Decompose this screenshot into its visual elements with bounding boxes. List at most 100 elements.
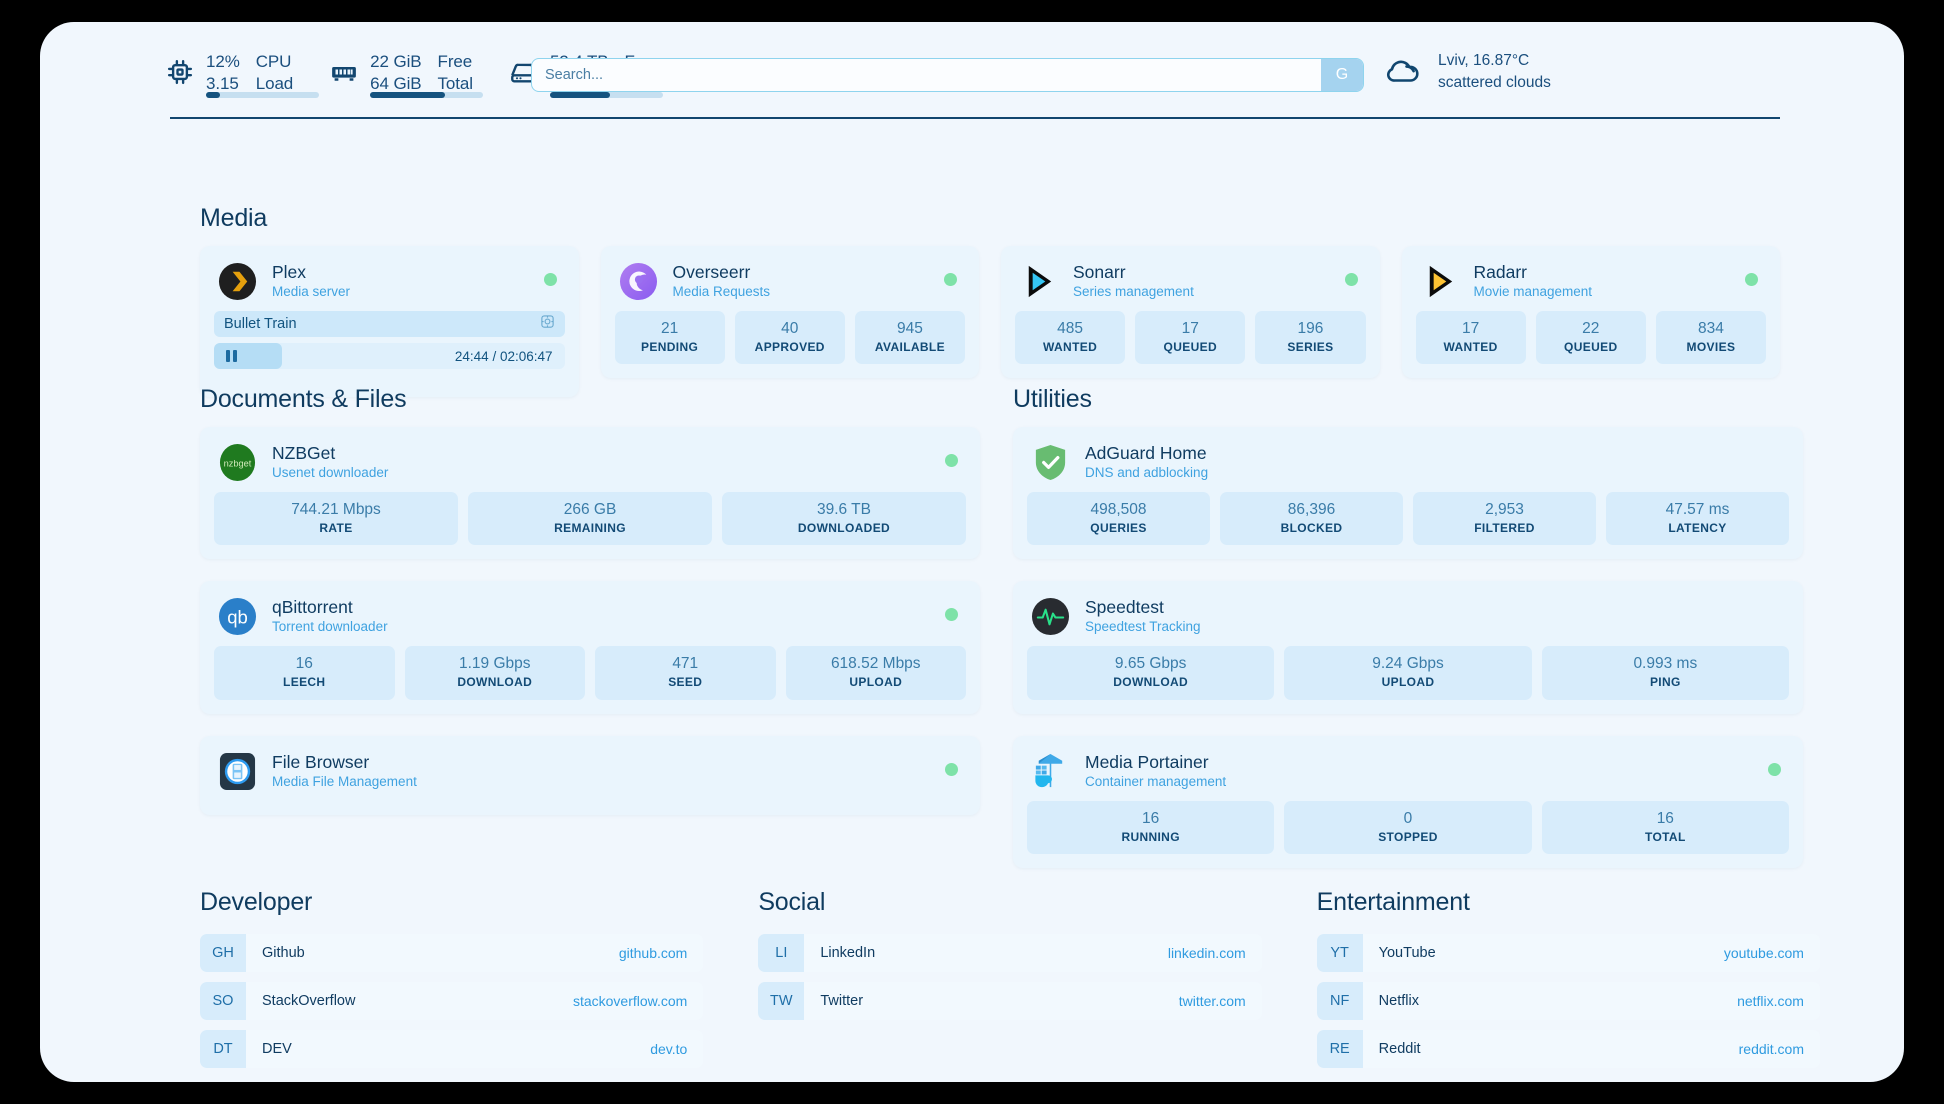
weather-widget: Lviv, 16.87°C scattered clouds bbox=[1382, 50, 1551, 94]
playback-progress-bar[interactable]: 24:44 / 02:06:47 bbox=[214, 343, 565, 369]
search-bar[interactable]: G bbox=[531, 58, 1364, 92]
card-header: Radarr Movie management bbox=[1402, 246, 1781, 311]
stat-tile[interactable]: 498,508 QUERIES bbox=[1027, 492, 1210, 546]
stat-tile[interactable]: 39.6 TB DOWNLOADED bbox=[722, 492, 966, 546]
stat-tile[interactable]: 17 WANTED bbox=[1415, 311, 1526, 365]
stat-tile[interactable]: 744.21 Mbps RATE bbox=[214, 492, 458, 546]
stat-label-top: Free bbox=[437, 51, 473, 71]
service-card[interactable]: nzbget NZBGet Usenet downloader 744.21 Mbps… bbox=[200, 427, 980, 560]
service-card[interactable]: Radarr Movie management 17 WANTED 22 QUEUED 83… bbox=[1401, 246, 1781, 379]
card-header: qb qBittorrent Torrent downloader bbox=[200, 581, 980, 646]
stat-tile[interactable]: 9.65 Gbps DOWNLOAD bbox=[1027, 646, 1275, 700]
service-card[interactable]: AdGuard Home DNS and adblocking 498,508 QUE… bbox=[1013, 427, 1803, 560]
bookmark-item[interactable]: DT DEV dev.to bbox=[200, 1030, 704, 1068]
card-subtitle: Usenet downloader bbox=[272, 465, 389, 481]
stat-tile-value: 22 bbox=[1582, 320, 1600, 337]
stat-tile[interactable]: 16 RUNNING bbox=[1027, 800, 1275, 854]
status-indicator-online bbox=[945, 608, 958, 622]
bookmark-item[interactable]: GH Github github.com bbox=[200, 934, 704, 972]
stat-tile[interactable]: 266 GB REMAINING bbox=[468, 492, 712, 546]
svg-text:nzbget: nzbget bbox=[224, 458, 252, 468]
stat-tile[interactable]: 16 TOTAL bbox=[1541, 800, 1789, 854]
stat-tile[interactable]: 834 MOVIES bbox=[1655, 311, 1767, 365]
bookmark-item[interactable]: SO StackOverflow stackoverflow.com bbox=[200, 982, 704, 1020]
service-card[interactable]: Media Portainer Container management 16 RUN… bbox=[1013, 735, 1803, 868]
stat-progress-bar bbox=[549, 92, 663, 99]
stat-tile[interactable]: 471 SEED bbox=[595, 646, 776, 700]
bookmark-name: LinkedIn bbox=[820, 945, 876, 961]
bookmark-group-title: Developer bbox=[200, 888, 313, 916]
stat-tile[interactable]: 16 LEECH bbox=[214, 646, 395, 700]
service-card[interactable]: Plex Media server Bullet Train 24:44 / 02:… bbox=[200, 246, 579, 397]
pause-icon[interactable] bbox=[226, 350, 237, 362]
weather-location-temp: Lviv, 16.87°C bbox=[1438, 52, 1530, 69]
stat-tile[interactable]: 17 QUEUED bbox=[1135, 311, 1246, 365]
now-playing-bar[interactable]: Bullet Train bbox=[214, 311, 565, 337]
stat-tile-label: TOTAL bbox=[1645, 829, 1686, 844]
cloud-icon bbox=[1382, 55, 1422, 90]
search-submit-button[interactable]: G bbox=[1321, 59, 1363, 91]
card-title: Radarr bbox=[1473, 262, 1528, 283]
bookmark-abbr: SO bbox=[200, 982, 246, 1020]
service-card[interactable]: qb qBittorrent Torrent downloader 16 LEECH 1.… bbox=[200, 581, 980, 714]
stat-tile-value: 618.52 Mbps bbox=[830, 655, 921, 673]
stat-tile-label: AVAILABLE bbox=[874, 340, 945, 355]
service-card[interactable]: Speedtest Speedtest Tracking 9.65 Gbps DOWN… bbox=[1013, 581, 1803, 714]
stat-tile[interactable]: 22 QUEUED bbox=[1535, 311, 1646, 365]
adguard-logo bbox=[1031, 443, 1070, 482]
bookmark-abbr: YT bbox=[1316, 934, 1363, 972]
bookmark-name: StackOverflow bbox=[262, 993, 356, 1009]
stat-tile[interactable]: 945 AVAILABLE bbox=[854, 311, 966, 365]
stat-primary-top: 22 GiB bbox=[370, 51, 422, 71]
bookmark-name: Reddit bbox=[1378, 1041, 1421, 1057]
card-stats-row: 485 WANTED 17 QUEUED 196 SERIES bbox=[1001, 311, 1380, 378]
card-subtitle: Series management bbox=[1073, 284, 1194, 300]
service-card[interactable]: File Browser Media File Management bbox=[200, 735, 980, 815]
bookmark-item[interactable]: LI LinkedIn linkedin.com bbox=[758, 934, 1262, 972]
stat-tile[interactable]: 21 PENDING bbox=[614, 311, 725, 365]
bookmark-item[interactable]: TW Twitter twitter.com bbox=[758, 982, 1262, 1020]
card-header: AdGuard Home DNS and adblocking bbox=[1013, 427, 1803, 492]
bookmark-item[interactable]: YT YouTube youtube.com bbox=[1316, 934, 1820, 972]
stat-tile[interactable]: 86,396 BLOCKED bbox=[1220, 492, 1403, 546]
stat-tile[interactable]: 0 STOPPED bbox=[1284, 800, 1532, 854]
stat-tile[interactable]: 196 SERIES bbox=[1255, 311, 1366, 365]
stat-tile[interactable]: 1.19 Gbps DOWNLOAD bbox=[404, 646, 585, 700]
bookmark-url: twitter.com bbox=[1178, 993, 1246, 1009]
stat-tile-label: DOWNLOAD bbox=[1113, 675, 1189, 690]
stat-tile[interactable]: 2,953 FILTERED bbox=[1413, 492, 1596, 546]
bookmark-group: Developer GH Github github.com SO StackOverfl… bbox=[200, 888, 704, 1078]
stat-tile[interactable]: 40 APPROVED bbox=[734, 311, 845, 365]
card-header: Sonarr Series management bbox=[1001, 246, 1380, 311]
stat-tile-value: 17 bbox=[1461, 320, 1480, 337]
stat-tile[interactable]: 618.52 Mbps UPLOAD bbox=[785, 646, 966, 700]
stat-tile-label: REMAINING bbox=[554, 521, 626, 536]
stat-label-bottom: Total bbox=[437, 74, 474, 93]
qbittorrent-logo: qb bbox=[218, 597, 257, 636]
card-title: Overseerr bbox=[672, 262, 751, 283]
cast-icon[interactable] bbox=[540, 314, 555, 334]
header-stat-ram: 22 GiB 64 GiB Free Total bbox=[329, 51, 484, 99]
bookmark-item[interactable]: RE Reddit reddit.com bbox=[1316, 1030, 1820, 1068]
status-indicator-online bbox=[543, 273, 557, 286]
bookmark-item[interactable]: NF Netflix netflix.com bbox=[1316, 982, 1820, 1020]
card-stats-row: 17 WANTED 22 QUEUED 834 MOVIES bbox=[1402, 311, 1781, 378]
bookmark-group-title: Entertainment bbox=[1316, 888, 1470, 916]
card-subtitle: DNS and adblocking bbox=[1085, 465, 1209, 481]
stat-tile[interactable]: 485 WANTED bbox=[1015, 311, 1126, 365]
playback-time: 24:44 / 02:06:47 bbox=[454, 348, 553, 364]
stat-label-bottom: Load bbox=[255, 74, 294, 93]
stat-tile[interactable]: 0.993 ms PING bbox=[1541, 646, 1789, 700]
search-input[interactable] bbox=[532, 59, 1321, 91]
stat-tile-value: 40 bbox=[781, 320, 799, 337]
bookmark-abbr: NF bbox=[1316, 982, 1363, 1020]
card-stats-row: 744.21 Mbps RATE 266 GB REMAINING 39.6 TB DOW… bbox=[200, 492, 980, 559]
stat-tile-value: 47.57 ms bbox=[1665, 501, 1730, 518]
service-card[interactable]: Overseerr Media Requests 21 PENDING 40 APPROV… bbox=[600, 246, 979, 379]
service-card[interactable]: Sonarr Series management 485 WANTED 17 QUEUED… bbox=[1001, 246, 1380, 379]
stat-tile-value: 86,396 bbox=[1287, 501, 1336, 518]
stat-tile[interactable]: 9.24 Gbps UPLOAD bbox=[1284, 646, 1532, 700]
bookmark-name: Github bbox=[262, 945, 305, 961]
stat-tile[interactable]: 47.57 ms LATENCY bbox=[1606, 492, 1789, 546]
